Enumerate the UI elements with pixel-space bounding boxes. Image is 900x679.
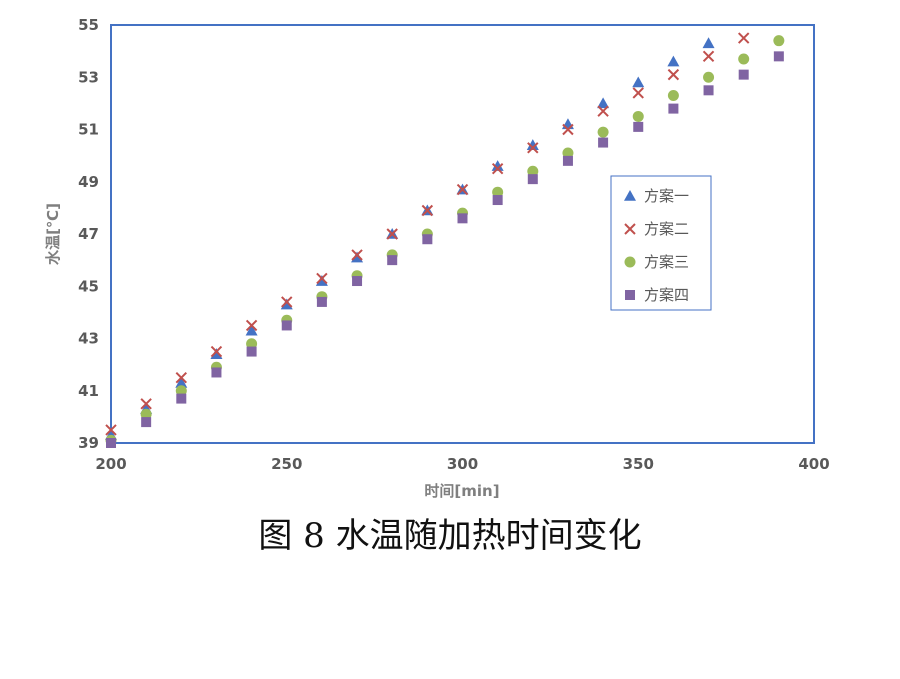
- data-point: [316, 296, 327, 307]
- data-point: [352, 276, 363, 287]
- data-point: [667, 55, 680, 67]
- data-point: [246, 346, 257, 357]
- data-point: [632, 87, 644, 99]
- data-point: [210, 345, 223, 358]
- data-point: [421, 204, 434, 217]
- y-tick-label: 49: [78, 173, 99, 191]
- legend-label: 方案三: [644, 253, 689, 271]
- data-point: [246, 338, 258, 350]
- y-tick-label: 39: [78, 434, 99, 452]
- data-point: [140, 398, 152, 410]
- data-point: [175, 371, 188, 384]
- y-axis-title: 水温[℃]: [44, 203, 62, 265]
- figure-caption: 图 8 水温随加热时间变化: [258, 516, 642, 556]
- legend-label: 方案一: [644, 187, 689, 205]
- data-point: [526, 139, 539, 150]
- data-point: [351, 249, 363, 261]
- data-points: [105, 32, 785, 448]
- x-tick-label: 350: [623, 455, 654, 473]
- data-point: [351, 251, 364, 263]
- legend-marker: [624, 223, 636, 235]
- data-point: [140, 408, 152, 420]
- legend-marker: [625, 290, 635, 300]
- data-point: [280, 298, 293, 310]
- data-point: [597, 105, 609, 117]
- legend-label: 方案四: [644, 286, 689, 304]
- y-tick-label: 53: [78, 68, 99, 86]
- data-point: [422, 234, 433, 245]
- x-tick-label: 400: [798, 455, 829, 473]
- y-tick-label: 43: [78, 330, 99, 348]
- x-axis-ticks: 200 250 300 350 400: [95, 455, 829, 473]
- data-point: [457, 213, 468, 224]
- data-point: [562, 123, 574, 136]
- y-tick-label: 45: [78, 277, 99, 295]
- data-point: [773, 35, 785, 47]
- data-point: [667, 90, 679, 102]
- data-point: [176, 393, 187, 404]
- data-point: [175, 376, 188, 388]
- y-axis-ticks: 39 41 43 45 47 49 51 53 55: [78, 16, 99, 452]
- data-point: [633, 121, 644, 132]
- data-point: [386, 228, 398, 240]
- data-point: [211, 367, 222, 378]
- data-point: [491, 160, 504, 171]
- data-point: [175, 385, 187, 397]
- x-axis-title: 时间[min]: [424, 482, 499, 500]
- data-point: [703, 85, 714, 96]
- y-tick-label: 55: [78, 16, 99, 34]
- data-point: [281, 320, 292, 331]
- data-point: [737, 32, 750, 44]
- data-point: [597, 97, 610, 109]
- data-point: [702, 37, 715, 49]
- data-point: [315, 275, 328, 286]
- data-point: [281, 296, 293, 308]
- y-tick-label: 47: [78, 225, 99, 243]
- data-point: [598, 137, 609, 148]
- y-tick-label: 51: [78, 121, 99, 139]
- data-point: [703, 71, 715, 83]
- data-point: [597, 126, 609, 138]
- data-point: [456, 183, 469, 196]
- data-point: [562, 155, 573, 166]
- data-point: [632, 110, 644, 122]
- data-point: [632, 76, 645, 88]
- data-point: [245, 319, 258, 332]
- data-point: [527, 142, 539, 154]
- scatter-chart: 39 41 43 45 47 49 51 53 55 200 250 300 350 400 时间[mi…: [44, 16, 830, 500]
- legend-label: 方案二: [644, 220, 689, 238]
- data-point: [106, 438, 116, 448]
- data-point: [527, 165, 539, 177]
- data-point: [562, 147, 574, 159]
- legend-marker: [624, 190, 636, 201]
- data-point: [491, 162, 504, 175]
- data-point: [105, 424, 117, 436]
- x-tick-label: 300: [447, 455, 478, 473]
- data-point: [141, 417, 152, 428]
- data-point: [667, 68, 680, 81]
- data-point: [387, 255, 398, 266]
- x-tick-label: 200: [95, 455, 126, 473]
- data-point: [773, 51, 784, 62]
- data-point: [492, 195, 503, 206]
- x-tick-label: 250: [271, 455, 302, 473]
- data-point: [738, 53, 750, 65]
- data-point: [738, 69, 749, 80]
- y-tick-label: 41: [78, 382, 99, 400]
- data-point: [210, 348, 223, 359]
- data-point: [492, 186, 504, 198]
- data-point: [316, 272, 328, 285]
- data-point: [702, 50, 715, 63]
- data-point: [245, 324, 258, 336]
- data-point: [527, 174, 538, 185]
- legend-marker: [624, 256, 636, 268]
- data-point: [668, 103, 679, 114]
